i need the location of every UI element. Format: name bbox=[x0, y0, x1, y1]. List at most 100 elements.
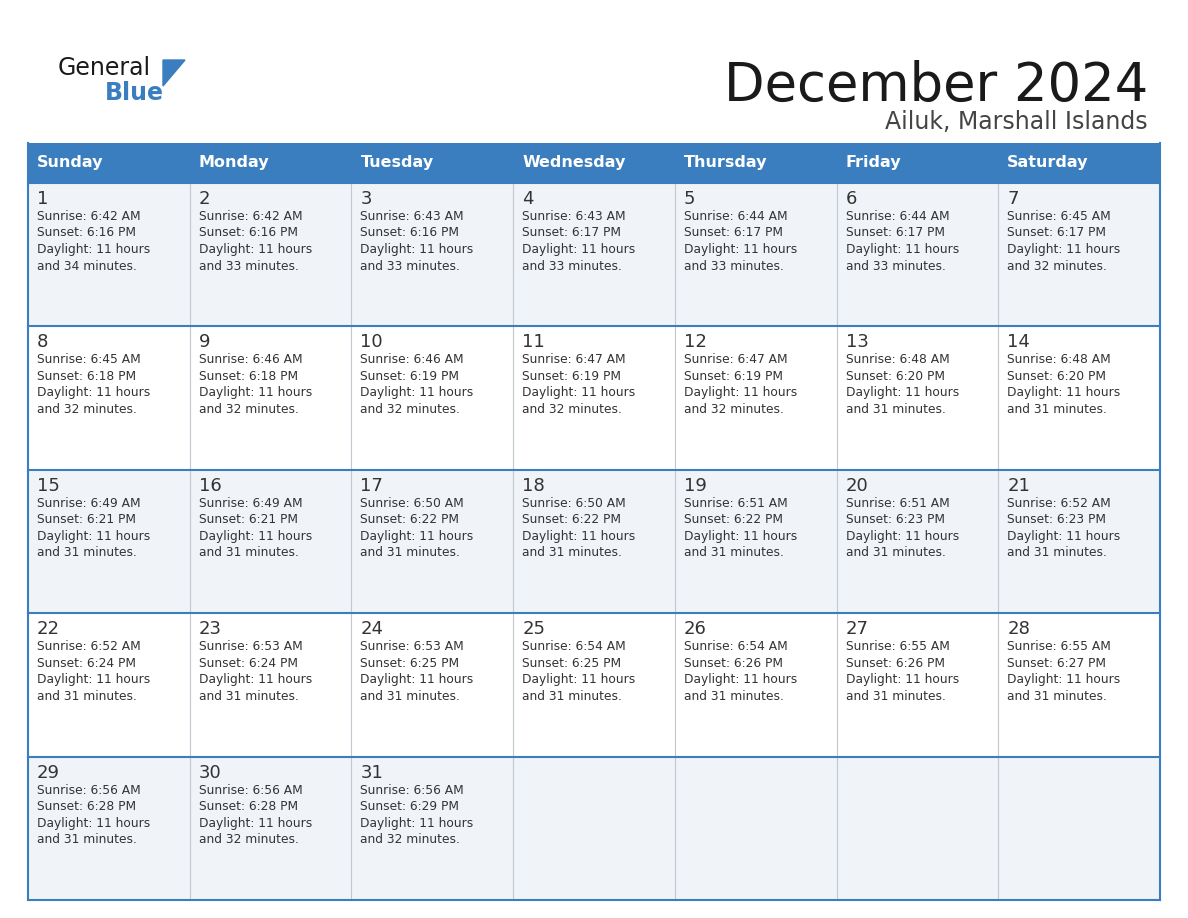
Text: Daylight: 11 hours: Daylight: 11 hours bbox=[846, 673, 959, 686]
Text: Daylight: 11 hours: Daylight: 11 hours bbox=[198, 386, 312, 399]
Text: Sunrise: 6:44 AM: Sunrise: 6:44 AM bbox=[846, 210, 949, 223]
Text: Tuesday: Tuesday bbox=[360, 155, 434, 171]
Text: Sunset: 6:27 PM: Sunset: 6:27 PM bbox=[1007, 656, 1106, 670]
Text: Sunrise: 6:45 AM: Sunrise: 6:45 AM bbox=[1007, 210, 1111, 223]
Text: and 33 minutes.: and 33 minutes. bbox=[360, 260, 460, 273]
Text: Sunrise: 6:48 AM: Sunrise: 6:48 AM bbox=[846, 353, 949, 366]
Text: Sunset: 6:22 PM: Sunset: 6:22 PM bbox=[360, 513, 460, 526]
Text: and 31 minutes.: and 31 minutes. bbox=[1007, 403, 1107, 416]
Text: Sunset: 6:19 PM: Sunset: 6:19 PM bbox=[684, 370, 783, 383]
Text: and 32 minutes.: and 32 minutes. bbox=[198, 403, 298, 416]
Text: and 33 minutes.: and 33 minutes. bbox=[846, 260, 946, 273]
Text: 30: 30 bbox=[198, 764, 221, 781]
Text: Daylight: 11 hours: Daylight: 11 hours bbox=[37, 673, 150, 686]
Text: Sunrise: 6:52 AM: Sunrise: 6:52 AM bbox=[1007, 497, 1111, 509]
Text: Daylight: 11 hours: Daylight: 11 hours bbox=[360, 386, 474, 399]
Text: Sunrise: 6:42 AM: Sunrise: 6:42 AM bbox=[198, 210, 302, 223]
Text: 31: 31 bbox=[360, 764, 384, 781]
Text: Sunrise: 6:45 AM: Sunrise: 6:45 AM bbox=[37, 353, 140, 366]
Polygon shape bbox=[163, 60, 185, 86]
Text: and 31 minutes.: and 31 minutes. bbox=[846, 689, 946, 702]
Text: Sunrise: 6:42 AM: Sunrise: 6:42 AM bbox=[37, 210, 140, 223]
Text: Daylight: 11 hours: Daylight: 11 hours bbox=[523, 530, 636, 543]
Text: Sunset: 6:29 PM: Sunset: 6:29 PM bbox=[360, 800, 460, 813]
Bar bbox=[29, 470, 1159, 613]
Text: Daylight: 11 hours: Daylight: 11 hours bbox=[360, 673, 474, 686]
Text: Sunset: 6:28 PM: Sunset: 6:28 PM bbox=[198, 800, 298, 813]
Text: Sunset: 6:16 PM: Sunset: 6:16 PM bbox=[37, 227, 135, 240]
Text: Daylight: 11 hours: Daylight: 11 hours bbox=[37, 817, 150, 830]
Text: Daylight: 11 hours: Daylight: 11 hours bbox=[198, 673, 312, 686]
Text: Sunrise: 6:48 AM: Sunrise: 6:48 AM bbox=[1007, 353, 1111, 366]
Text: Daylight: 11 hours: Daylight: 11 hours bbox=[37, 386, 150, 399]
Text: Daylight: 11 hours: Daylight: 11 hours bbox=[846, 386, 959, 399]
Text: 19: 19 bbox=[684, 476, 707, 495]
Text: Sunrise: 6:43 AM: Sunrise: 6:43 AM bbox=[360, 210, 465, 223]
Text: Sunrise: 6:55 AM: Sunrise: 6:55 AM bbox=[1007, 640, 1111, 654]
Text: and 32 minutes.: and 32 minutes. bbox=[1007, 260, 1107, 273]
Text: Sunrise: 6:43 AM: Sunrise: 6:43 AM bbox=[523, 210, 626, 223]
Text: 14: 14 bbox=[1007, 333, 1030, 352]
Text: Sunset: 6:23 PM: Sunset: 6:23 PM bbox=[1007, 513, 1106, 526]
Text: and 31 minutes.: and 31 minutes. bbox=[37, 834, 137, 846]
Text: Sunrise: 6:52 AM: Sunrise: 6:52 AM bbox=[37, 640, 140, 654]
Text: 29: 29 bbox=[37, 764, 61, 781]
Text: Sunset: 6:24 PM: Sunset: 6:24 PM bbox=[198, 656, 298, 670]
Text: Sunrise: 6:54 AM: Sunrise: 6:54 AM bbox=[684, 640, 788, 654]
Text: and 33 minutes.: and 33 minutes. bbox=[198, 260, 298, 273]
Text: Sunrise: 6:56 AM: Sunrise: 6:56 AM bbox=[198, 784, 303, 797]
Text: Sunrise: 6:46 AM: Sunrise: 6:46 AM bbox=[198, 353, 302, 366]
Text: 20: 20 bbox=[846, 476, 868, 495]
Text: Daylight: 11 hours: Daylight: 11 hours bbox=[198, 530, 312, 543]
Text: Sunset: 6:21 PM: Sunset: 6:21 PM bbox=[37, 513, 135, 526]
Text: Sunset: 6:17 PM: Sunset: 6:17 PM bbox=[684, 227, 783, 240]
Text: Sunrise: 6:51 AM: Sunrise: 6:51 AM bbox=[846, 497, 949, 509]
Text: Sunrise: 6:47 AM: Sunrise: 6:47 AM bbox=[684, 353, 788, 366]
Text: General: General bbox=[58, 56, 151, 80]
Text: 17: 17 bbox=[360, 476, 384, 495]
Text: Sunrise: 6:53 AM: Sunrise: 6:53 AM bbox=[198, 640, 303, 654]
Text: Daylight: 11 hours: Daylight: 11 hours bbox=[360, 817, 474, 830]
Text: and 31 minutes.: and 31 minutes. bbox=[1007, 689, 1107, 702]
Text: Daylight: 11 hours: Daylight: 11 hours bbox=[684, 530, 797, 543]
Text: 6: 6 bbox=[846, 190, 857, 208]
Text: 10: 10 bbox=[360, 333, 383, 352]
Bar bbox=[29, 613, 1159, 756]
Text: 27: 27 bbox=[846, 621, 868, 638]
Text: Blue: Blue bbox=[105, 81, 164, 105]
Text: December 2024: December 2024 bbox=[723, 60, 1148, 112]
Text: and 31 minutes.: and 31 minutes. bbox=[198, 689, 298, 702]
Text: Sunset: 6:17 PM: Sunset: 6:17 PM bbox=[846, 227, 944, 240]
Text: Sunset: 6:17 PM: Sunset: 6:17 PM bbox=[1007, 227, 1106, 240]
Text: 3: 3 bbox=[360, 190, 372, 208]
Text: Sunrise: 6:49 AM: Sunrise: 6:49 AM bbox=[198, 497, 302, 509]
Text: and 31 minutes.: and 31 minutes. bbox=[360, 546, 460, 559]
Text: Sunday: Sunday bbox=[37, 155, 103, 171]
Text: Sunset: 6:20 PM: Sunset: 6:20 PM bbox=[846, 370, 944, 383]
Text: Daylight: 11 hours: Daylight: 11 hours bbox=[684, 243, 797, 256]
Bar bbox=[29, 143, 1159, 183]
Bar bbox=[29, 183, 1159, 327]
Text: Daylight: 11 hours: Daylight: 11 hours bbox=[1007, 386, 1120, 399]
Text: Sunrise: 6:56 AM: Sunrise: 6:56 AM bbox=[37, 784, 140, 797]
Text: and 32 minutes.: and 32 minutes. bbox=[523, 403, 623, 416]
Text: Sunset: 6:22 PM: Sunset: 6:22 PM bbox=[523, 513, 621, 526]
Text: and 31 minutes.: and 31 minutes. bbox=[360, 689, 460, 702]
Text: Sunrise: 6:46 AM: Sunrise: 6:46 AM bbox=[360, 353, 465, 366]
Text: Sunset: 6:26 PM: Sunset: 6:26 PM bbox=[846, 656, 944, 670]
Text: and 32 minutes.: and 32 minutes. bbox=[684, 403, 784, 416]
Text: Sunset: 6:22 PM: Sunset: 6:22 PM bbox=[684, 513, 783, 526]
Text: and 34 minutes.: and 34 minutes. bbox=[37, 260, 137, 273]
Text: Sunrise: 6:50 AM: Sunrise: 6:50 AM bbox=[360, 497, 465, 509]
Text: 15: 15 bbox=[37, 476, 59, 495]
Text: Sunset: 6:19 PM: Sunset: 6:19 PM bbox=[360, 370, 460, 383]
Text: and 31 minutes.: and 31 minutes. bbox=[523, 546, 623, 559]
Text: 26: 26 bbox=[684, 621, 707, 638]
Text: 11: 11 bbox=[523, 333, 545, 352]
Text: and 32 minutes.: and 32 minutes. bbox=[360, 403, 460, 416]
Text: Daylight: 11 hours: Daylight: 11 hours bbox=[684, 386, 797, 399]
Text: 9: 9 bbox=[198, 333, 210, 352]
Text: Daylight: 11 hours: Daylight: 11 hours bbox=[846, 243, 959, 256]
Text: Sunrise: 6:55 AM: Sunrise: 6:55 AM bbox=[846, 640, 949, 654]
Text: 8: 8 bbox=[37, 333, 49, 352]
